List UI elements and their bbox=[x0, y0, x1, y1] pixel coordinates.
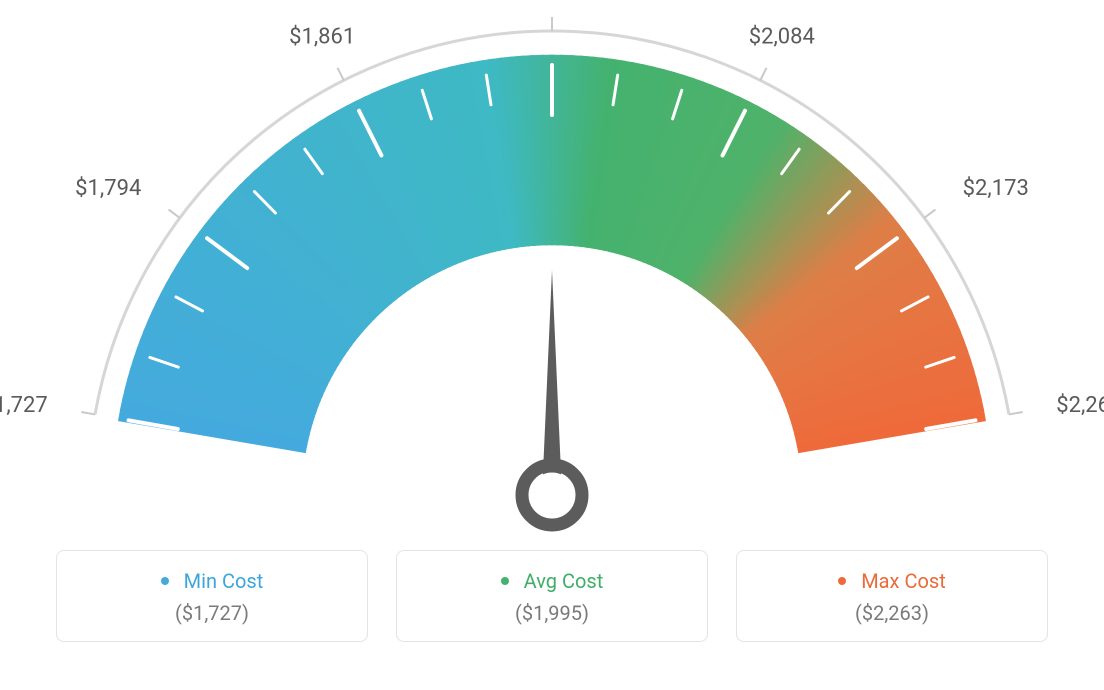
legend-value-avg: ($1,995) bbox=[397, 601, 707, 625]
legend-title-min: Min Cost bbox=[57, 569, 367, 593]
legend-dot-min bbox=[161, 577, 169, 585]
legend-value-max: ($2,263) bbox=[737, 601, 1047, 625]
scale-label: $2,173 bbox=[963, 176, 1029, 201]
legend-title-avg-text: Avg Cost bbox=[524, 569, 604, 593]
cost-gauge-chart: $1,727$1,794$1,861$1,995$2,084$2,173$2,2… bbox=[0, 0, 1104, 560]
legend-dot-max bbox=[838, 577, 846, 585]
legend-dot-avg bbox=[501, 577, 509, 585]
legend-card-max: Max Cost ($2,263) bbox=[736, 550, 1048, 642]
scale-label: $1,794 bbox=[75, 176, 141, 201]
legend-card-min: Min Cost ($1,727) bbox=[56, 550, 368, 642]
legend-card-avg: Avg Cost ($1,995) bbox=[396, 550, 708, 642]
legend-value-min: ($1,727) bbox=[57, 601, 367, 625]
scale-label: $2,084 bbox=[749, 24, 815, 49]
scale-label: $2,263 bbox=[1056, 393, 1104, 418]
legend-title-min-text: Min Cost bbox=[184, 569, 264, 593]
scale-label: $1,727 bbox=[0, 393, 48, 418]
legend-title-max-text: Max Cost bbox=[861, 569, 946, 593]
needle-hub-inner bbox=[530, 473, 575, 518]
legend-row: Min Cost ($1,727) Avg Cost ($1,995) Max … bbox=[0, 550, 1104, 642]
gauge-svg: $1,727$1,794$1,861$1,995$2,084$2,173$2,2… bbox=[0, 0, 1104, 560]
legend-title-avg: Avg Cost bbox=[397, 569, 707, 593]
legend-title-max: Max Cost bbox=[737, 569, 1047, 593]
scale-label: $1,861 bbox=[289, 24, 355, 49]
